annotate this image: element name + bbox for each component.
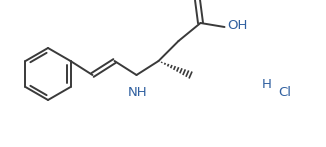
Text: Cl: Cl (278, 86, 291, 100)
Text: NH: NH (128, 86, 147, 99)
Text: OH: OH (228, 20, 248, 32)
Text: H: H (262, 78, 272, 91)
